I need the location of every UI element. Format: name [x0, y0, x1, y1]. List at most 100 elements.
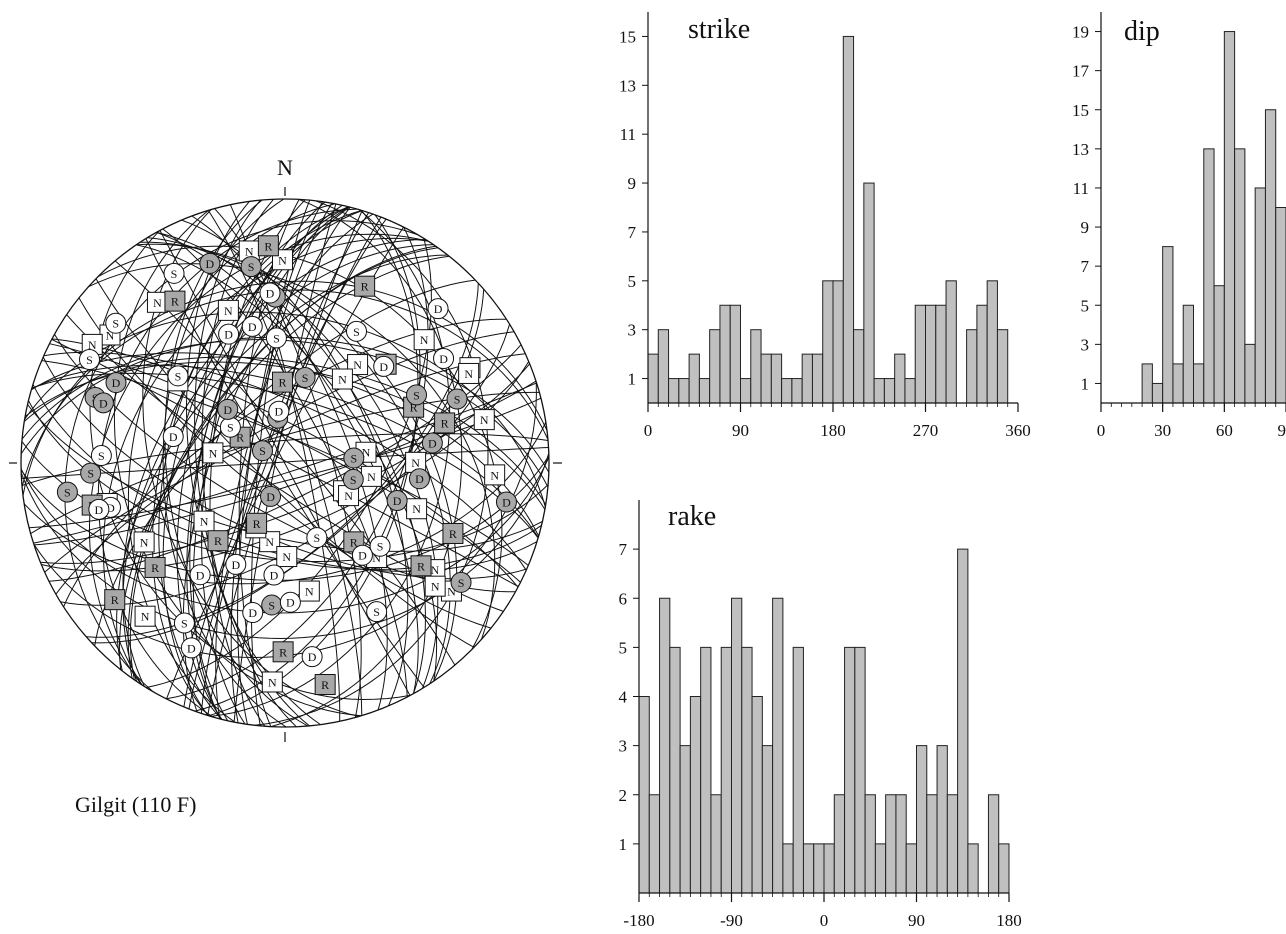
dextral-open-marker: D: [268, 400, 290, 422]
svg-text:D: D: [358, 549, 367, 563]
strike-slip-filled-marker: S: [294, 366, 316, 388]
dip-bar: [1244, 343, 1256, 404]
fault-plane-trace: [162, 228, 408, 698]
fault-plane-trace: [207, 210, 363, 716]
strike-slip-filled-marker: S: [343, 447, 365, 469]
strike-slip-open-marker: S: [306, 527, 328, 549]
svg-text:D: D: [95, 503, 104, 517]
strike-slip-filled-marker: S: [450, 571, 472, 593]
svg-text:R: R: [449, 527, 457, 541]
strike-bar: [740, 378, 752, 404]
svg-text:N: N: [430, 563, 439, 577]
rake-histogram: rake 1 2 3 4 5 6 7 -180 -90 0 90 180: [619, 500, 1022, 930]
svg-text:N: N: [362, 446, 371, 460]
fault-plane-trace: [21, 453, 549, 640]
strike-bar: [976, 304, 988, 404]
fault-plane-trace: [32, 384, 538, 572]
strike-bar: [647, 353, 659, 404]
dip-histogram: dip 1357911131517190306090: [1072, 12, 1286, 440]
dip-y-tick-label: 15: [1072, 101, 1089, 120]
fault-plane-trace: [114, 260, 456, 666]
rake-bar: [792, 646, 804, 894]
fault-plane-trace: [233, 203, 337, 723]
svg-text:D: D: [266, 490, 275, 504]
rake-x-tick-label: 0: [820, 911, 829, 930]
rake-bar: [689, 696, 702, 894]
svg-text:D: D: [439, 352, 448, 366]
svg-text:D: D: [266, 286, 275, 300]
svg-text:N: N: [367, 470, 376, 484]
dextral-open-marker: D: [180, 637, 202, 659]
fault-plane-trace: [229, 204, 341, 722]
dextral-open-marker: D: [263, 564, 285, 586]
fault-plane-trace: [88, 263, 496, 640]
svg-text:R: R: [214, 534, 222, 548]
normal-fault-marker: N: [424, 575, 446, 597]
dip-bar: [1182, 304, 1194, 404]
reverse-fault-marker: R: [104, 589, 126, 611]
svg-text:D: D: [393, 494, 402, 508]
fault-plane-trace: [159, 230, 411, 696]
svg-text:S: S: [268, 598, 275, 612]
dextral-filled-marker: D: [92, 392, 114, 414]
rake-bar: [638, 696, 650, 894]
svg-text:S: S: [350, 473, 357, 487]
svg-text:S: S: [86, 353, 93, 367]
dextral-filled-marker: D: [421, 432, 443, 454]
svg-text:R: R: [264, 239, 272, 253]
svg-text:S: S: [227, 421, 234, 435]
dip-x-tick-label: 30: [1154, 421, 1171, 440]
rake-bar: [895, 794, 907, 894]
svg-text:S: S: [87, 467, 94, 481]
fault-plane-trace: [94, 279, 476, 646]
svg-text:N: N: [372, 551, 381, 565]
fault-plane-trace: [29, 397, 542, 529]
dextral-open-marker: D: [88, 498, 110, 520]
svg-text:D: D: [434, 302, 443, 316]
svg-text:R: R: [278, 376, 286, 390]
dextral-open-marker: D: [301, 646, 323, 668]
svg-text:S: S: [273, 331, 280, 345]
svg-text:R: R: [350, 535, 358, 549]
strike-y-tick-label: 3: [628, 321, 637, 340]
dip-bar: [1193, 363, 1205, 404]
rake-bar: [710, 794, 722, 894]
dextral-filled-marker: D: [199, 252, 221, 274]
svg-text:R: R: [361, 280, 369, 294]
dextral-filled-marker: D: [217, 398, 239, 420]
strike-bar: [709, 329, 721, 404]
fault-plane-trace: [237, 201, 324, 725]
strike-bar: [668, 378, 680, 404]
strike-slip-filled-marker: S: [446, 388, 468, 410]
dip-bar: [1151, 382, 1164, 404]
rake-bar: [731, 597, 743, 894]
strike-slip-open-marker: S: [105, 312, 127, 334]
strike-slip-filled-marker: S: [80, 462, 102, 484]
north-label: N: [277, 155, 293, 180]
dip-bar: [1223, 31, 1236, 404]
svg-text:R: R: [151, 561, 159, 575]
strike-bar: [842, 35, 855, 404]
svg-text:N: N: [265, 535, 274, 549]
svg-text:S: S: [171, 267, 178, 281]
fault-plane-trace: [270, 199, 463, 727]
svg-text:R: R: [171, 295, 179, 309]
dip-y-tick-label: 13: [1072, 140, 1089, 159]
fault-plane-trace: [129, 245, 436, 680]
dip-y-tick-label: 19: [1072, 23, 1089, 42]
strike-y-tick-label: 9: [628, 174, 637, 193]
fault-plane-trace: [214, 208, 362, 718]
strike-y-tick-label: 15: [619, 27, 636, 46]
svg-text:D: D: [224, 328, 233, 342]
strike-y-tick-label: 5: [628, 272, 637, 291]
dip-y-tick-label: 1: [1081, 374, 1090, 393]
strike-y-tick-label: 7: [628, 223, 637, 242]
strike-bar: [760, 353, 772, 404]
strike-slip-open-marker: S: [78, 349, 100, 371]
fault-plane-trace: [230, 202, 333, 723]
reverse-fault-marker: R: [410, 555, 432, 577]
dip-bar: [1141, 363, 1153, 404]
strike-slip-filled-marker: S: [406, 384, 428, 406]
rake-bar: [957, 548, 969, 894]
rake-bar: [967, 843, 979, 894]
